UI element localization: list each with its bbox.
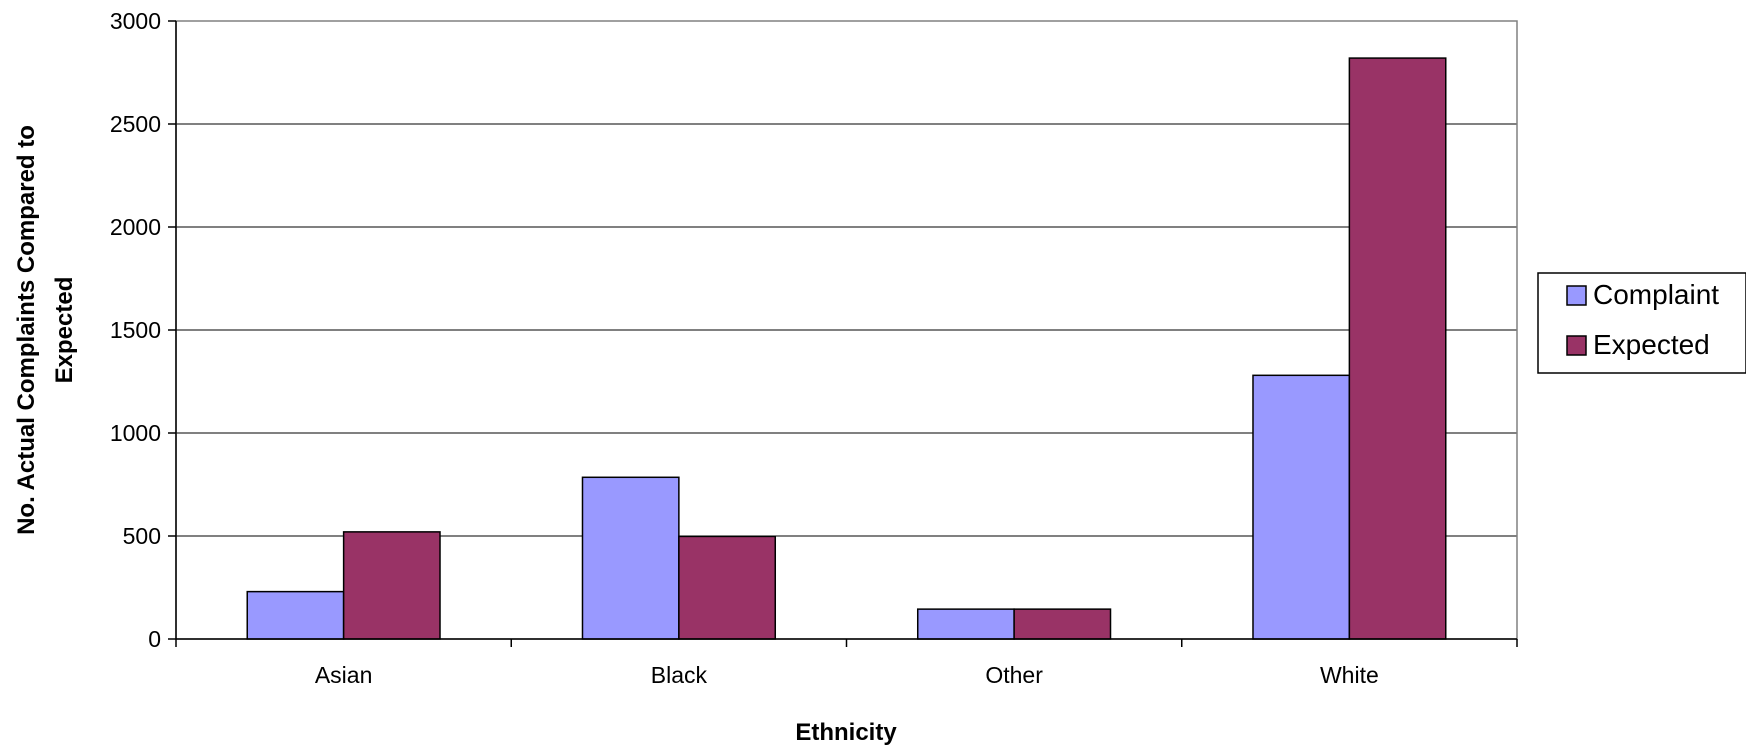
legend-label-complaint: Complaint <box>1593 279 1719 310</box>
y-tick-label: 0 <box>148 626 161 652</box>
x-ticks: Asian Black Other White <box>175 639 1518 688</box>
bar-complaint-white <box>1252 374 1351 640</box>
bar-complaint-other <box>916 608 1015 640</box>
y-tick-label: 3000 <box>110 8 161 34</box>
bar-expected-white <box>1348 57 1447 640</box>
y-axis-title-line-1: No. Actual Complaints Compared to <box>13 125 40 535</box>
y-ticks: 0 500 1000 1500 2000 2500 3000 <box>110 8 176 652</box>
y-tick-label: 500 <box>123 523 161 549</box>
x-tick-label: Black <box>651 662 708 688</box>
y-axis-title-line-2: Expected <box>51 277 78 384</box>
bar-expected-black <box>678 535 777 640</box>
bar-expected-asian <box>342 531 441 640</box>
legend-swatch-expected <box>1566 335 1587 356</box>
y-tick-label: 2500 <box>110 111 161 137</box>
bar-expected-other <box>1013 608 1112 640</box>
y-tick-label: 1000 <box>110 420 161 446</box>
y-axis-title: No. Actual Complaints Compared to Expect… <box>13 125 78 535</box>
bar-complaint-asian <box>246 590 345 640</box>
legend-swatch-complaint <box>1566 285 1587 306</box>
bar-complaint-black <box>581 476 680 640</box>
x-tick-label: Asian <box>315 662 373 688</box>
y-tick-label: 2000 <box>110 214 161 240</box>
x-tick-label: Other <box>985 662 1043 688</box>
y-tick-label: 1500 <box>110 317 161 343</box>
bars <box>246 57 1447 640</box>
legend-label-expected: Expected <box>1593 329 1710 360</box>
x-axis-title: Ethnicity <box>795 719 897 746</box>
legend: Complaint Expected <box>1537 272 1746 374</box>
x-tick-label: White <box>1320 662 1379 688</box>
